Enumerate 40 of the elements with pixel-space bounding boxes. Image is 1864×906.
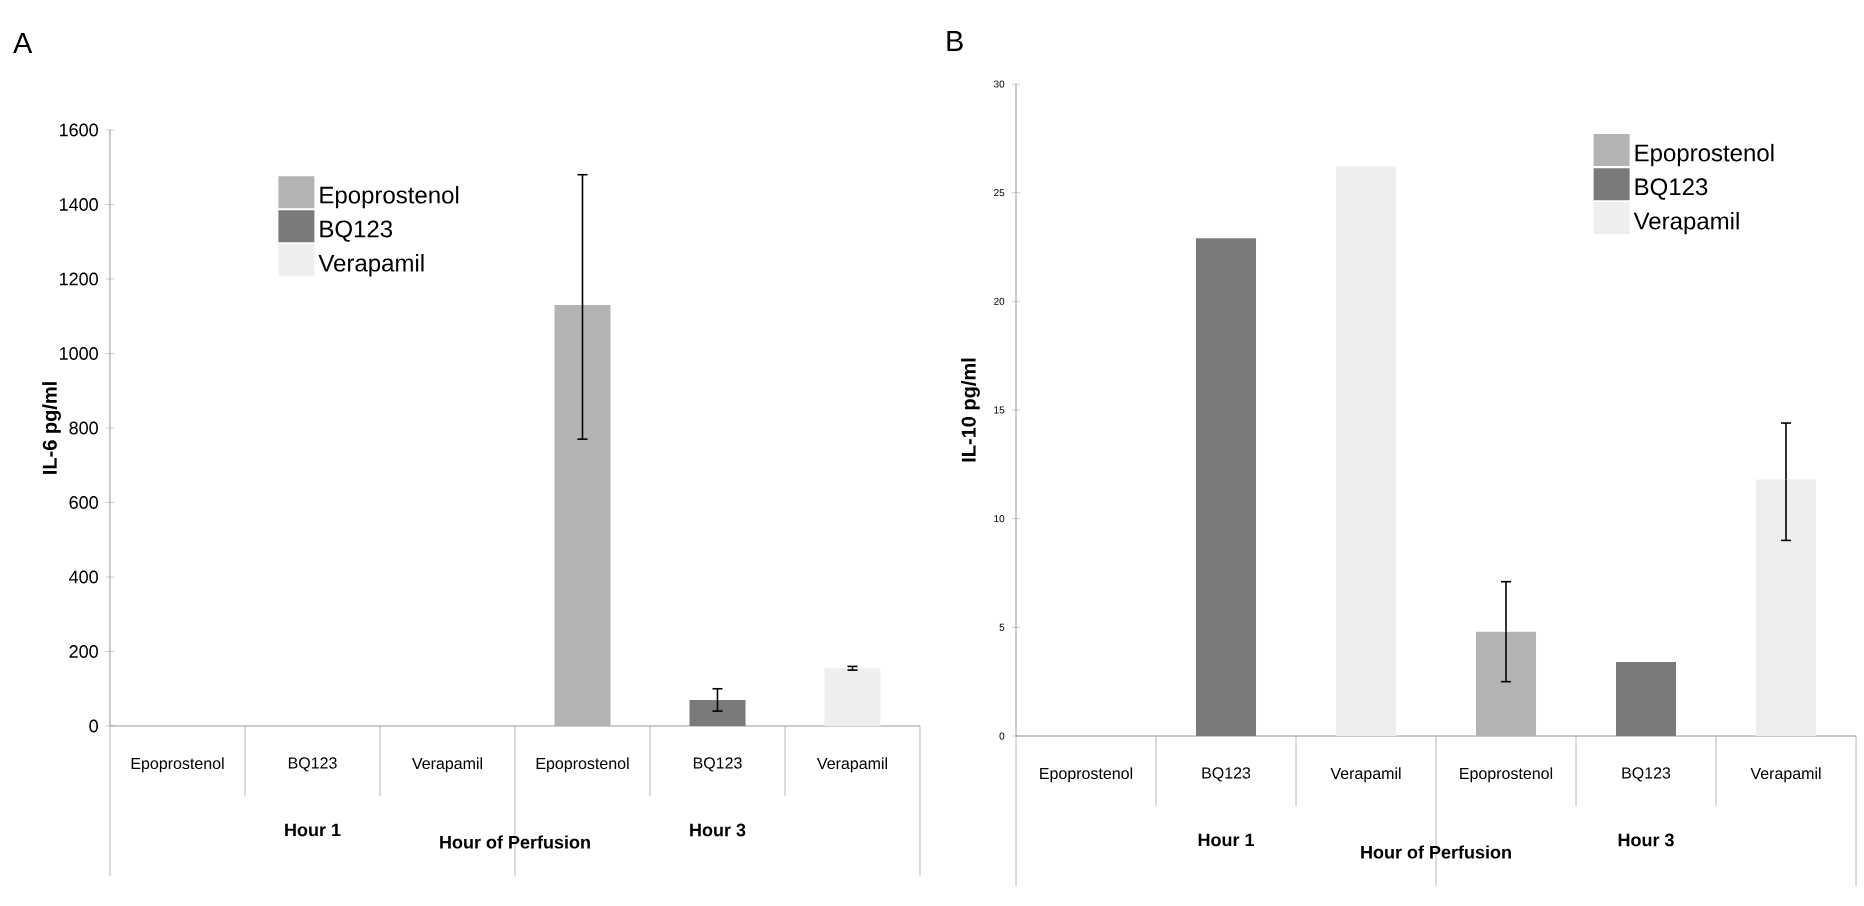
x-tick-label: Verapamil xyxy=(1330,767,1401,783)
bar xyxy=(1336,166,1397,736)
chart-title: A xyxy=(13,33,33,53)
x-tick-label: BQ123 xyxy=(1202,767,1251,782)
text: Hour 3 xyxy=(690,823,746,837)
x-tick-label: Verapamil xyxy=(816,757,887,773)
x-tick-label: Epoprostenol xyxy=(1040,767,1133,783)
bar xyxy=(1476,631,1537,736)
y-axis-title: IL-10 pg/ml xyxy=(961,358,980,462)
x-tick-label: BQ123 xyxy=(288,757,337,772)
legend-label: Verapamil xyxy=(318,254,424,277)
legend-label: Epoprostenol xyxy=(1635,143,1774,167)
y-tick-label: 800 xyxy=(69,421,98,435)
x-tick-label: BQ123 xyxy=(693,757,742,772)
chart-title: B xyxy=(947,31,963,51)
legend-label: BQ123 xyxy=(320,220,393,242)
y-tick-label: 1000 xyxy=(60,347,98,360)
y-tick-label: 1600 xyxy=(60,123,98,137)
y-tick-label: 1400 xyxy=(60,198,98,211)
bar xyxy=(1756,479,1817,736)
x-tick-label: Epoprostenol xyxy=(131,757,224,773)
text: Hour 1 xyxy=(285,823,341,837)
y-tick-label: 1200 xyxy=(60,272,98,286)
y-axis-title: IL-6 pg/ml xyxy=(42,382,61,474)
y-tick-label: 0 xyxy=(89,719,98,733)
x-tick-label: Epoprostenol xyxy=(1460,767,1553,783)
legend-label: Verapamil xyxy=(1633,211,1739,235)
x-tick-label: Verapamil xyxy=(1750,767,1821,783)
text: Hour 3 xyxy=(1618,833,1674,847)
x-axis-title: Hour of Perfusion xyxy=(440,835,590,849)
y-tick-label: 600 xyxy=(69,496,98,509)
x-tick-label: Epoprostenol xyxy=(536,757,629,773)
y-tick-label: 200 xyxy=(69,645,98,658)
x-tick-label: BQ123 xyxy=(1622,767,1671,782)
x-tick-label: Verapamil xyxy=(411,757,482,773)
y-tick-label: 400 xyxy=(69,570,98,584)
legend-label: Epoprostenol xyxy=(320,185,459,209)
text: Hour 1 xyxy=(1198,833,1254,847)
x-axis-title: Hour of Perfusion xyxy=(1361,845,1511,859)
legend-label: BQ123 xyxy=(1635,178,1708,200)
